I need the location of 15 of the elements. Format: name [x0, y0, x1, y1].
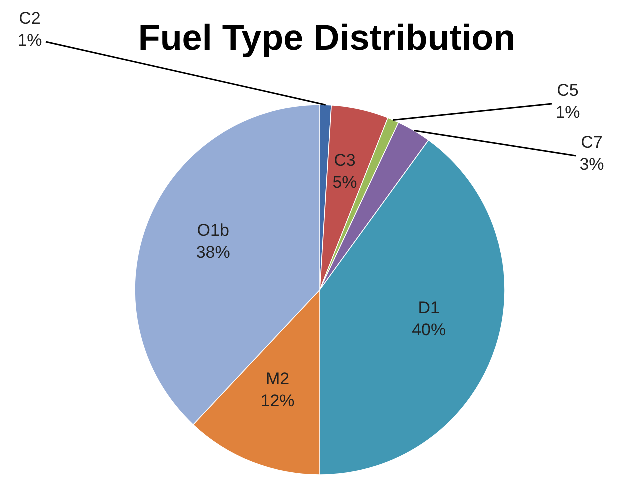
data-label: 38%	[196, 242, 230, 262]
data-label: 1%	[556, 103, 580, 122]
slice-label: O1b	[197, 220, 230, 240]
slice-label: M2	[266, 370, 290, 389]
chart-title: Fuel Type Distribution	[138, 17, 516, 58]
slice-label: C3	[334, 151, 356, 170]
slice-label: C5	[557, 81, 579, 100]
slice-label: D1	[418, 298, 440, 318]
data-label: 5%	[332, 173, 358, 192]
slice-label: C7	[581, 133, 603, 152]
data-label: 1%	[18, 31, 42, 50]
data-label: 40%	[412, 320, 446, 340]
data-label: 3%	[580, 155, 604, 174]
slice-label: C2	[19, 9, 41, 28]
data-label: 12%	[260, 392, 295, 411]
